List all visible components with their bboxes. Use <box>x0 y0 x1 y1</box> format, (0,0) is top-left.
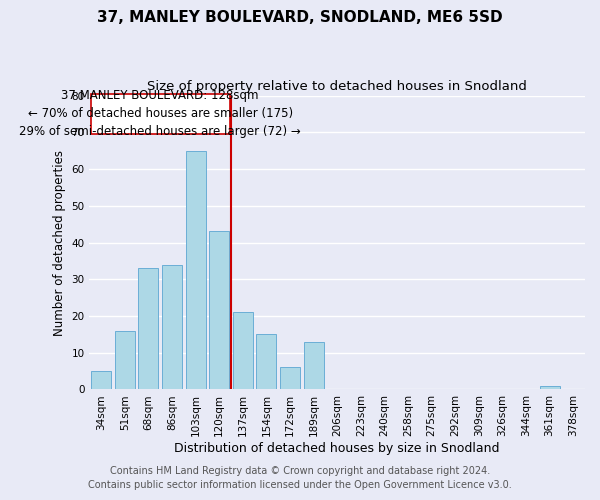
Bar <box>91 371 111 390</box>
Bar <box>256 334 277 390</box>
Title: Size of property relative to detached houses in Snodland: Size of property relative to detached ho… <box>147 80 527 93</box>
Bar <box>209 232 229 390</box>
Bar <box>539 386 560 390</box>
Bar <box>304 342 323 390</box>
Text: 37 MANLEY BOULEVARD: 128sqm
← 70% of detached houses are smaller (175)
29% of se: 37 MANLEY BOULEVARD: 128sqm ← 70% of det… <box>19 90 301 138</box>
Bar <box>91 94 230 134</box>
Bar <box>233 312 253 390</box>
X-axis label: Distribution of detached houses by size in Snodland: Distribution of detached houses by size … <box>175 442 500 455</box>
Y-axis label: Number of detached properties: Number of detached properties <box>53 150 66 336</box>
Bar <box>139 268 158 390</box>
Bar <box>185 150 206 390</box>
Bar <box>280 368 300 390</box>
Text: Contains HM Land Registry data © Crown copyright and database right 2024.
Contai: Contains HM Land Registry data © Crown c… <box>88 466 512 490</box>
Bar <box>115 330 135 390</box>
Bar <box>162 264 182 390</box>
Text: 37, MANLEY BOULEVARD, SNODLAND, ME6 5SD: 37, MANLEY BOULEVARD, SNODLAND, ME6 5SD <box>97 10 503 25</box>
